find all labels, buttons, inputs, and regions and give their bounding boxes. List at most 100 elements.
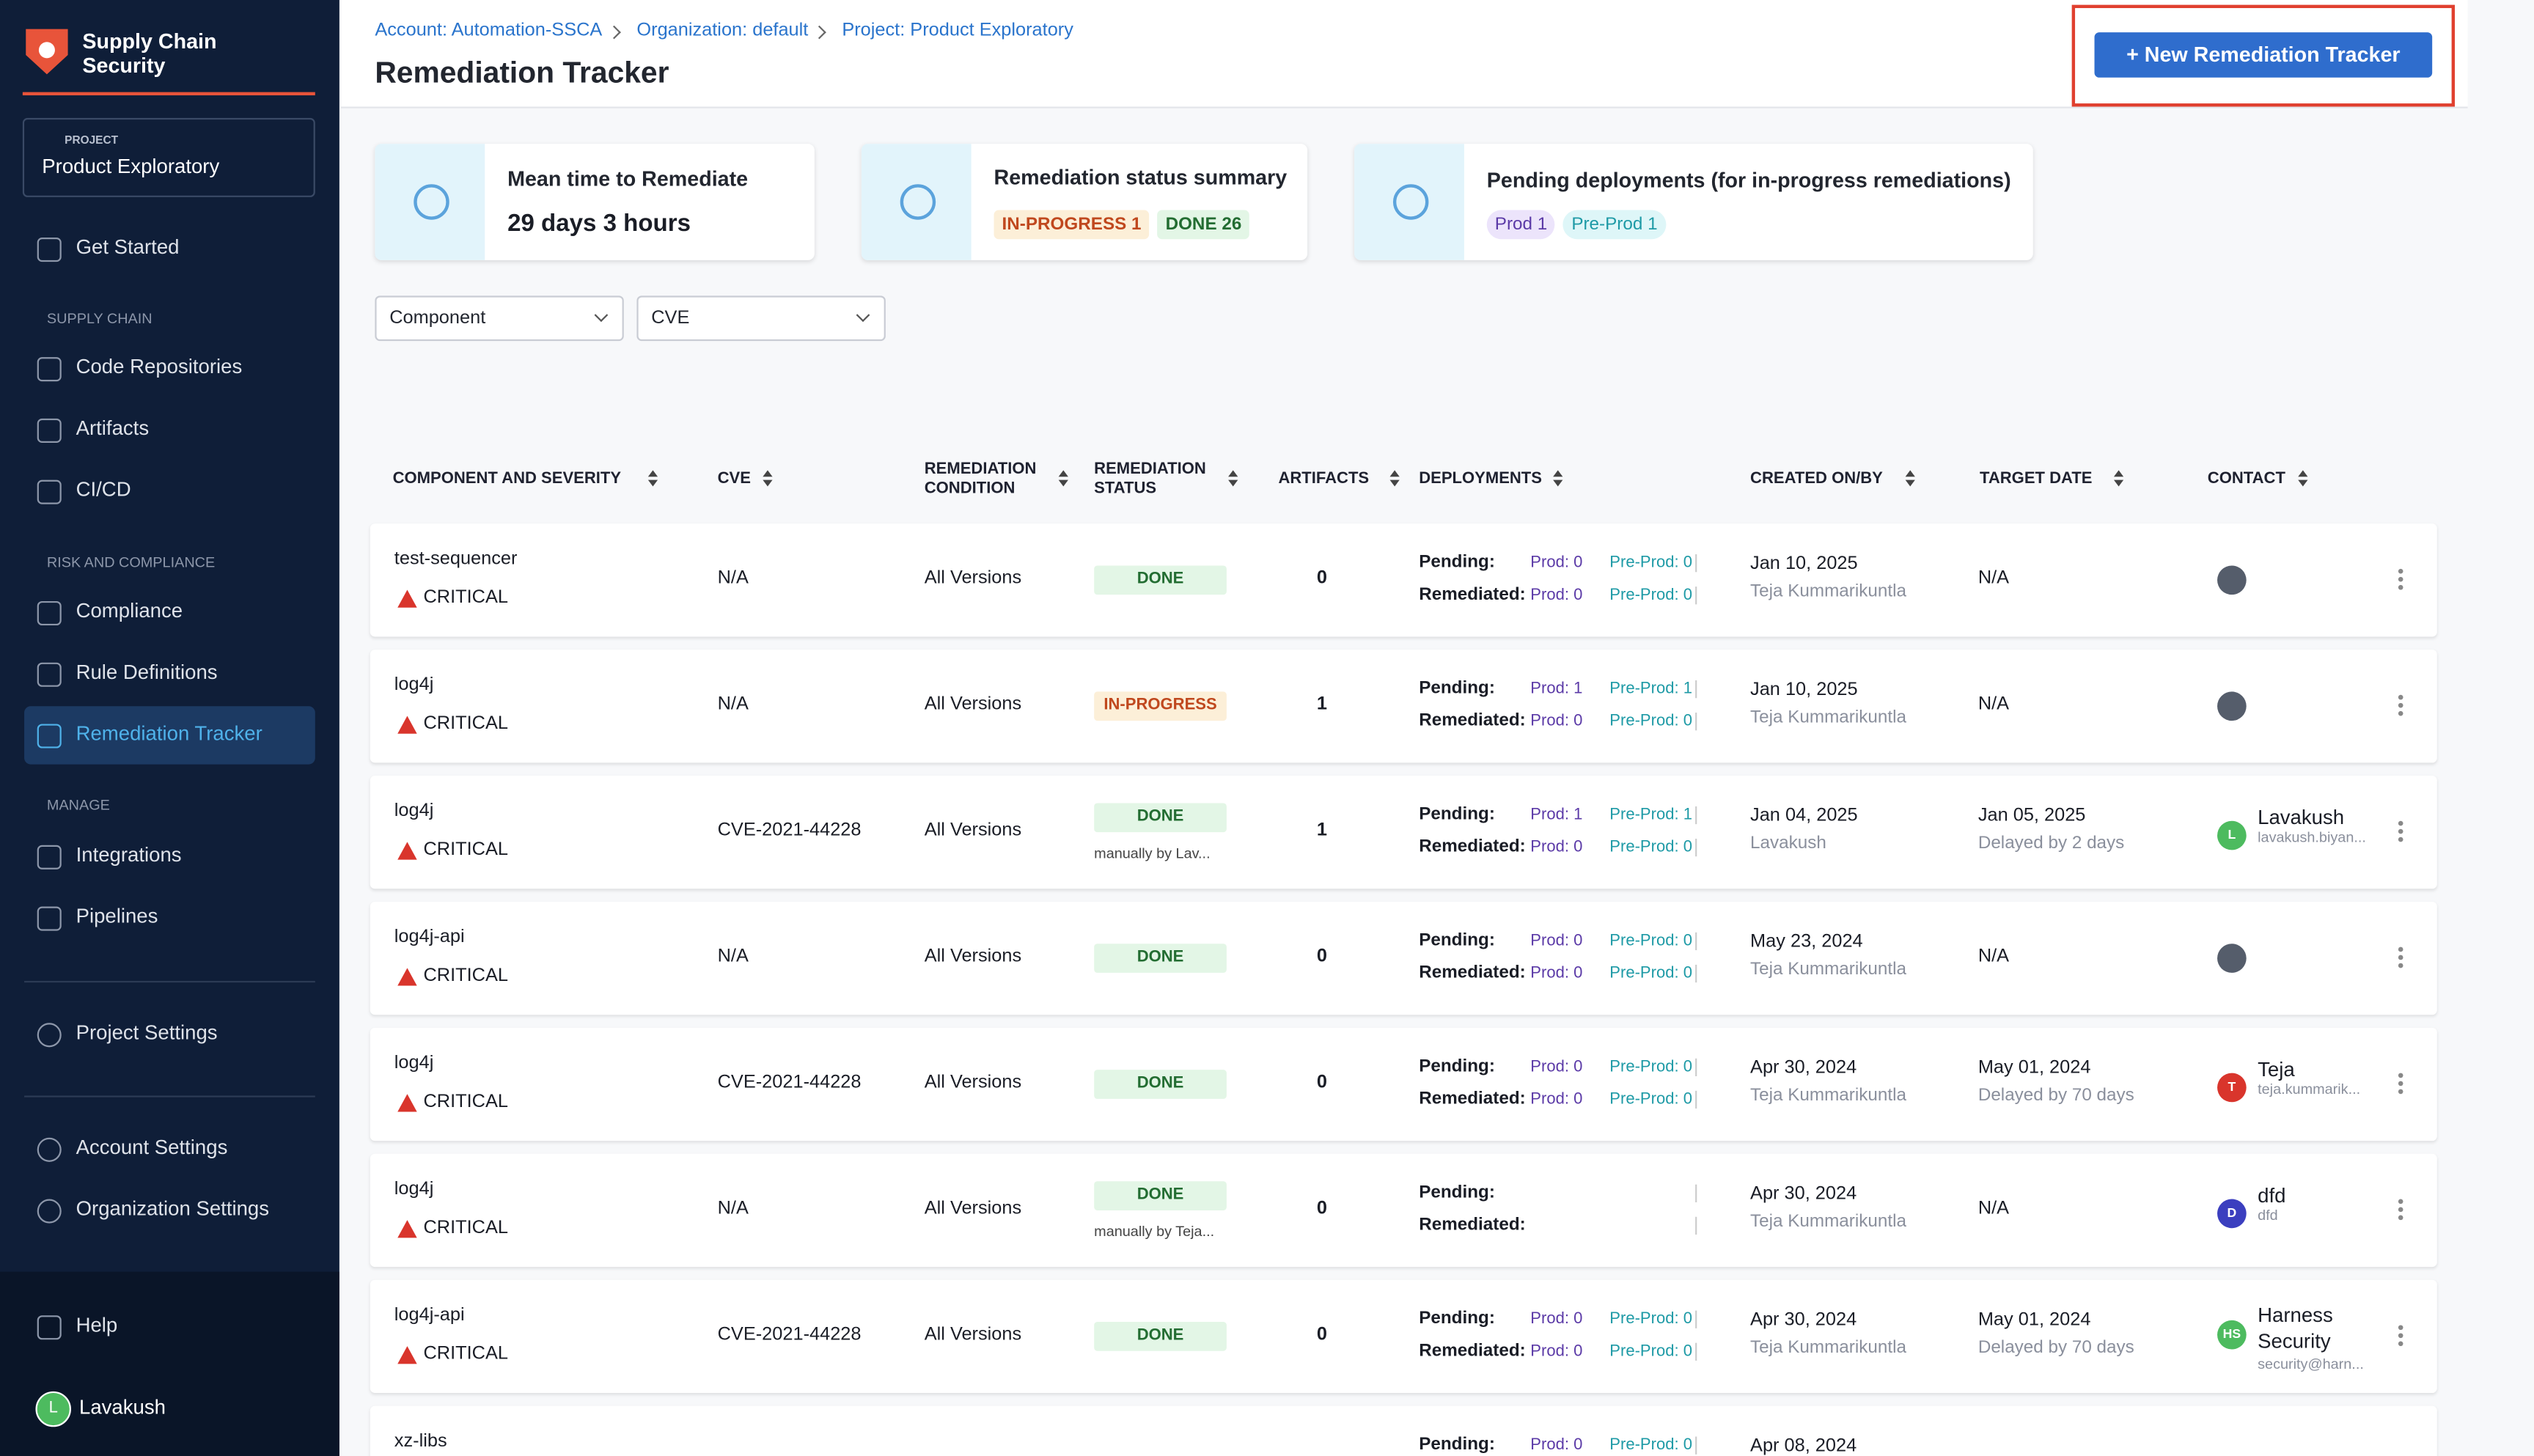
nav-item[interactable]: Account Settings (76, 1136, 228, 1159)
deploy-label: Pending: (1419, 1309, 1495, 1328)
table-row: log4j CRITICAL N/A All Versions IN-PROGRESS 1… (370, 650, 2437, 763)
column-header[interactable]: CREATED ON/BY (1750, 470, 1883, 488)
cve: N/A (717, 946, 749, 967)
nav-item[interactable]: Project Settings (76, 1021, 218, 1044)
artifacts: 1 (1316, 820, 1328, 841)
nav-item[interactable]: Organization Settings (76, 1197, 270, 1221)
sidebar: Supply Chain Security PROJECT Product Expl… (0, 0, 339, 1456)
column-header[interactable]: COMPONENT AND SEVERITY (392, 470, 622, 488)
deploy-label: Remediated: (1419, 963, 1526, 983)
project-selector[interactable] (22, 117, 315, 197)
severity-icon (397, 1346, 417, 1364)
nav-item[interactable]: CI/CD (76, 478, 131, 501)
summary-card: Mean time to Remediate 29 days 3 hours (375, 144, 815, 260)
breadcrumb[interactable]: Account: Automation-SSCA (375, 21, 603, 41)
filter-dropdown[interactable]: Component (375, 295, 624, 342)
separator (1695, 1342, 1697, 1361)
menu-dot (2398, 568, 2403, 574)
deploy-label: Pending: (1419, 678, 1495, 699)
sort-icon (1552, 470, 1562, 477)
component: log4j-api (394, 927, 465, 947)
sort-icon (647, 470, 658, 477)
target: N/A (1977, 568, 2010, 589)
nav-icon (37, 600, 62, 626)
severity-icon (397, 842, 417, 860)
new-button[interactable]: + New Remediation Tracker (2094, 32, 2433, 78)
separator (1695, 1436, 1697, 1455)
filter-label: CVE (651, 309, 690, 328)
deploy-count: Prod: 1 (1530, 806, 1583, 825)
deploy-label: Pending: (1419, 1056, 1495, 1076)
nav-item[interactable]: Compliance (76, 599, 183, 622)
deploy-label: Remediated: (1419, 710, 1526, 731)
artifacts: 0 (1316, 1199, 1328, 1218)
condition: All Versions (924, 1073, 1022, 1093)
help[interactable]: Help (76, 1314, 118, 1336)
column-header[interactable]: REMEDIATION STATUS (1094, 460, 1206, 498)
column-header[interactable]: TARGET DATE (1980, 470, 2093, 488)
nav-item[interactable]: Code Repositories (76, 355, 243, 378)
sidebar-bottom (0, 1271, 339, 1456)
severity: CRITICAL (423, 1092, 508, 1112)
deploy-count: Prod: 0 (1530, 1058, 1583, 1076)
table-row: log4j-api CRITICAL CVE-2021-44228 All Versi… (370, 1279, 2437, 1394)
deploy-count: Prod: 0 (1530, 1342, 1583, 1361)
menu-dot (2398, 946, 2403, 952)
contact-email: teja.kummarik... (2258, 1081, 2361, 1097)
menu-dot (2398, 1341, 2403, 1347)
created-by: Teja Kummarikuntla (1750, 1338, 1906, 1358)
separator (1695, 932, 1697, 951)
nav-item[interactable]: Rule Definitions (76, 661, 218, 684)
severity: CRITICAL (423, 714, 508, 734)
menu-dot (2398, 1333, 2403, 1339)
nav-icon (37, 906, 62, 931)
sort-icon (1389, 470, 1400, 477)
nav-item[interactable]: Integrations (76, 843, 182, 867)
highlight (2071, 4, 2456, 107)
sort-icon (763, 479, 774, 487)
column-header[interactable]: DEPLOYMENTS (1419, 470, 1542, 488)
filter-dropdown[interactable]: CVE (636, 295, 886, 342)
sort-icon (2113, 470, 2123, 477)
cve: N/A (717, 694, 749, 715)
column-header[interactable]: CONTACT (2207, 470, 2285, 488)
nav-icon (37, 724, 62, 749)
deploy-label: Remediated: (1419, 1341, 1526, 1361)
deploy-count: Prod: 0 (1530, 1310, 1583, 1328)
target: N/A (1977, 946, 2010, 967)
card-value: 29 days 3 hours (507, 210, 691, 238)
contact-email: dfd (2258, 1207, 2278, 1224)
nav-item[interactable]: Get Started (76, 235, 180, 259)
summary-badge: Prod 1 (1486, 210, 1556, 240)
column-header[interactable]: CVE (717, 470, 751, 488)
nav-active-bg (24, 706, 315, 765)
component: xz-libs (394, 1431, 447, 1452)
created-by: Teja Kummarikuntla (1750, 1086, 1906, 1106)
cve: CVE-2021-44228 (717, 820, 862, 841)
deploy-count: Pre-Prod: 1 (1609, 680, 1693, 699)
nav-section: SUPPLY CHAIN (46, 310, 153, 327)
created-by: Lavakush (1750, 834, 1826, 853)
cve: N/A (717, 568, 749, 589)
card-icon (414, 184, 449, 220)
column-header[interactable]: REMEDIATION CONDITION (924, 460, 1037, 498)
menu-dot (2398, 710, 2403, 716)
contact-avatar: L (2217, 820, 2247, 850)
contact-avatar: HS (2217, 1320, 2247, 1350)
status-badge: DONE (1094, 1070, 1227, 1099)
user-name[interactable]: Lavakush (79, 1396, 166, 1419)
sort-icon (2113, 479, 2123, 487)
breadcrumb[interactable]: Project: Product Exploratory (842, 21, 1073, 41)
target-note: Delayed by 70 days (1977, 1086, 2134, 1106)
menu-dot (2398, 1089, 2403, 1095)
deploy-label: Remediated: (1419, 1089, 1526, 1109)
sort-icon (2297, 470, 2307, 477)
breadcrumb[interactable]: Organization: default (636, 21, 809, 41)
status-badge: DONE (1094, 944, 1227, 973)
nav-item[interactable]: Pipelines (76, 905, 158, 928)
deploy-count: Prod: 0 (1530, 1436, 1583, 1455)
component: log4j (394, 1180, 434, 1199)
nav-item[interactable]: Remediation Tracker (76, 722, 262, 746)
nav-item[interactable]: Artifacts (76, 416, 150, 440)
column-header[interactable]: ARTIFACTS (1278, 470, 1370, 488)
